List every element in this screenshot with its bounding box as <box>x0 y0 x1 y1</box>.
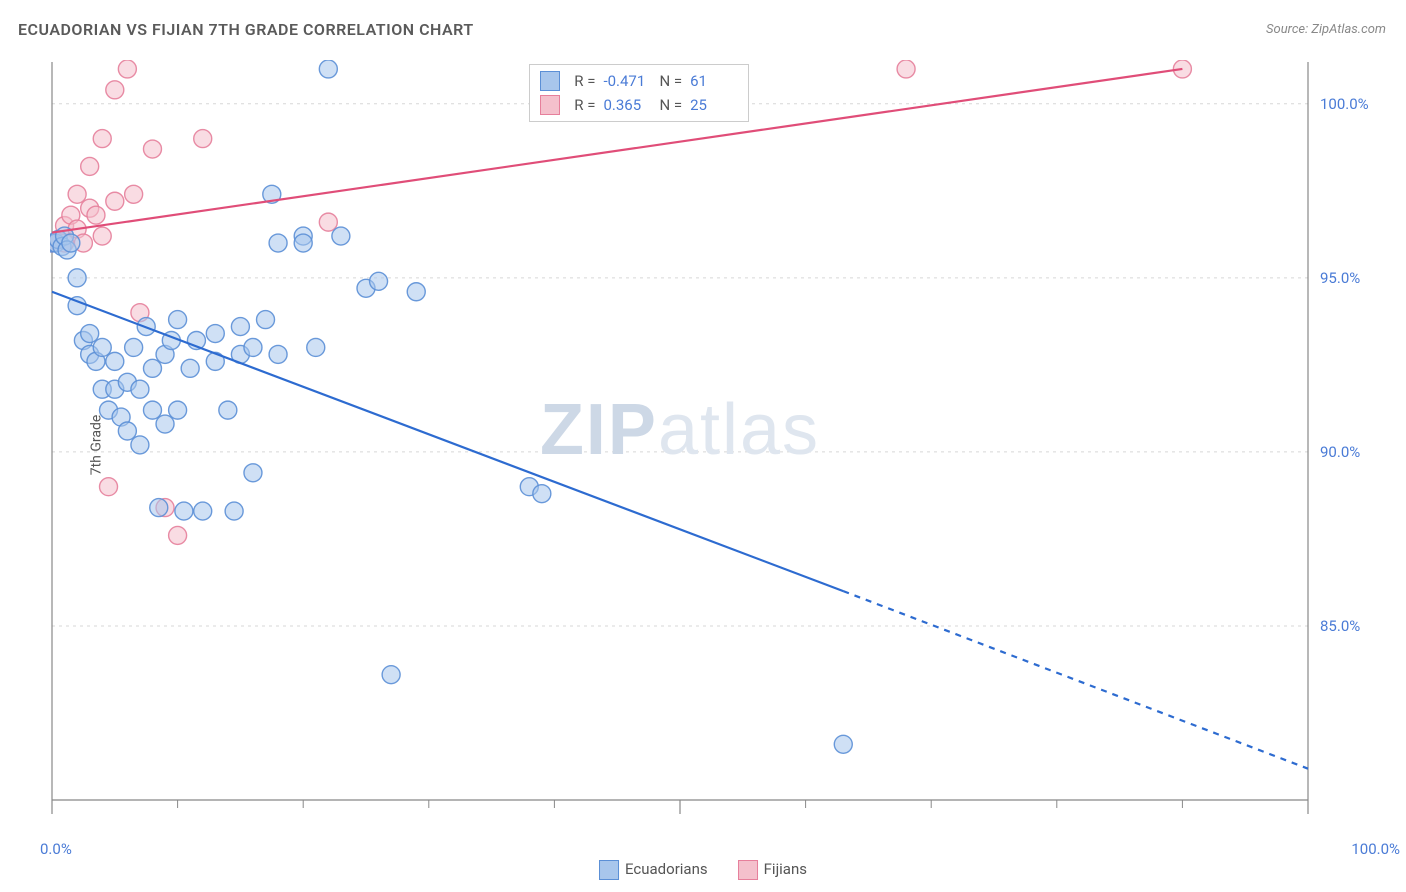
legend-item: Ecuadorians <box>599 860 708 880</box>
y-tick-label: 85.0% <box>1320 617 1400 635</box>
correlation-legend: R =-0.471N =61R =0.365N =25 <box>529 64 749 122</box>
y-axis-label: 7th Grade <box>88 415 104 476</box>
legend-stat-row: R =0.365N =25 <box>540 93 738 117</box>
legend-item: Fijians <box>738 860 807 880</box>
chart-title: ECUADORIAN VS FIJIAN 7TH GRADE CORRELATI… <box>18 20 474 39</box>
legend-stat-row: R =-0.471N =61 <box>540 69 738 93</box>
source-credit: Source: ZipAtlas.com <box>1266 22 1386 37</box>
plot-area: 7th Grade ZIPatlas 85.0%90.0%95.0%100.0%… <box>50 60 1310 830</box>
x-tick-0: 0.0% <box>40 840 72 858</box>
x-tick-100: 100.0% <box>1351 840 1400 858</box>
series-legend: Ecuadorians Fijians <box>599 860 807 880</box>
y-tick-label: 90.0% <box>1320 443 1400 461</box>
scatter-plot-svg <box>50 60 1310 830</box>
y-tick-label: 100.0% <box>1320 95 1400 113</box>
y-tick-label: 95.0% <box>1320 269 1400 287</box>
